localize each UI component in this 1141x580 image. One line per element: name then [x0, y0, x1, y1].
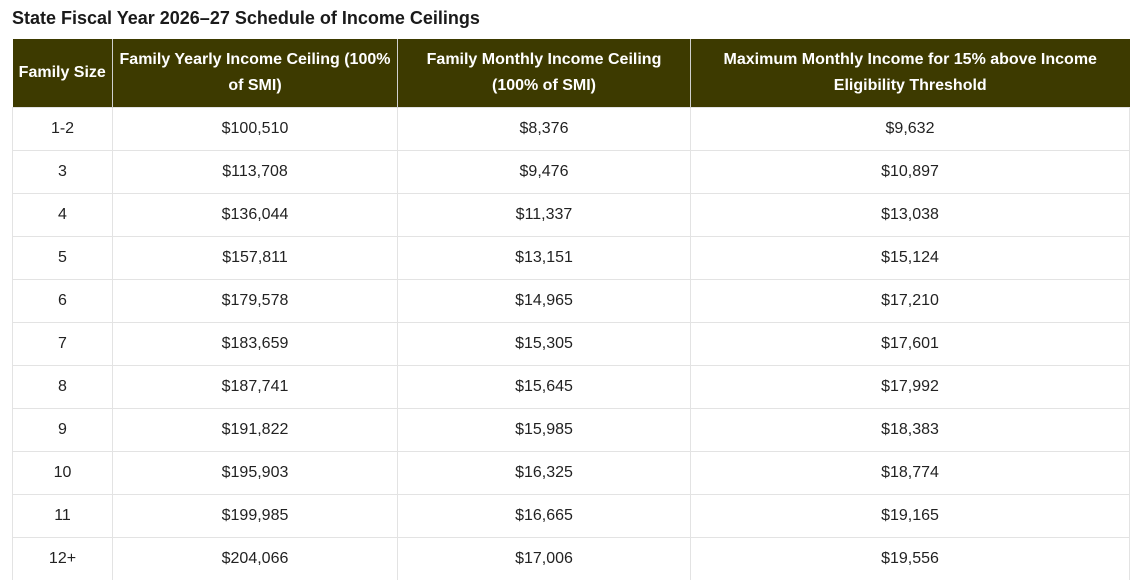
income-ceilings-table: Family Size Family Yearly Income Ceiling… — [12, 39, 1130, 580]
cell-max-monthly: $19,556 — [690, 536, 1130, 580]
cell-max-monthly: $9,632 — [690, 106, 1130, 151]
cell-monthly-ceiling: $17,006 — [397, 536, 691, 580]
cell-monthly-ceiling: $9,476 — [397, 149, 691, 194]
table-row: 11 $199,985 $16,665 $19,165 — [12, 493, 1130, 538]
cell-monthly-ceiling: $15,645 — [397, 364, 691, 409]
cell-yearly-ceiling: $136,044 — [112, 192, 398, 237]
cell-max-monthly: $13,038 — [690, 192, 1130, 237]
cell-max-monthly: $18,774 — [690, 450, 1130, 495]
cell-yearly-ceiling: $191,822 — [112, 407, 398, 452]
cell-family-size: 11 — [12, 493, 113, 538]
cell-monthly-ceiling: $14,965 — [397, 278, 691, 323]
cell-max-monthly: $17,601 — [690, 321, 1130, 366]
cell-max-monthly: $18,383 — [690, 407, 1130, 452]
cell-yearly-ceiling: $183,659 — [112, 321, 398, 366]
cell-yearly-ceiling: $204,066 — [112, 536, 398, 580]
cell-yearly-ceiling: $113,708 — [112, 149, 398, 194]
table-row: 8 $187,741 $15,645 $17,992 — [12, 364, 1130, 409]
table-row: 6 $179,578 $14,965 $17,210 — [12, 278, 1130, 323]
cell-monthly-ceiling: $8,376 — [397, 106, 691, 151]
cell-yearly-ceiling: $100,510 — [112, 106, 398, 151]
cell-family-size: 10 — [12, 450, 113, 495]
table-row: 4 $136,044 $11,337 $13,038 — [12, 192, 1130, 237]
table-row: 9 $191,822 $15,985 $18,383 — [12, 407, 1130, 452]
header-monthly-ceiling: Family Monthly Income Ceiling (100% of S… — [397, 39, 691, 107]
table-row: 10 $195,903 $16,325 $18,774 — [12, 450, 1130, 495]
cell-family-size: 6 — [12, 278, 113, 323]
cell-yearly-ceiling: $187,741 — [112, 364, 398, 409]
cell-max-monthly: $17,210 — [690, 278, 1130, 323]
cell-yearly-ceiling: $199,985 — [112, 493, 398, 538]
cell-monthly-ceiling: $15,305 — [397, 321, 691, 366]
cell-monthly-ceiling: $16,665 — [397, 493, 691, 538]
cell-family-size: 5 — [12, 235, 113, 280]
cell-family-size: 12+ — [12, 536, 113, 580]
cell-max-monthly: $15,124 — [690, 235, 1130, 280]
cell-family-size: 4 — [12, 192, 113, 237]
cell-yearly-ceiling: $157,811 — [112, 235, 398, 280]
cell-yearly-ceiling: $179,578 — [112, 278, 398, 323]
header-yearly-ceiling: Family Yearly Income Ceiling (100% of SM… — [112, 39, 398, 107]
cell-monthly-ceiling: $15,985 — [397, 407, 691, 452]
table-body: 1-2 $100,510 $8,376 $9,632 3 $113,708 $9,476 $1… — [12, 106, 1130, 580]
table-header: Family Size Family Yearly Income Ceiling… — [12, 39, 1130, 107]
page-title: State Fiscal Year 2026–27 Schedule of In… — [12, 8, 480, 28]
cell-family-size: 1-2 — [12, 106, 113, 151]
header-max-monthly-15pct: Maximum Monthly Income for 15% above Inc… — [690, 39, 1130, 107]
table-row: 1-2 $100,510 $8,376 $9,632 — [12, 106, 1130, 151]
table-row: 3 $113,708 $9,476 $10,897 — [12, 149, 1130, 194]
cell-monthly-ceiling: $13,151 — [397, 235, 691, 280]
cell-family-size: 9 — [12, 407, 113, 452]
cell-family-size: 8 — [12, 364, 113, 409]
cell-max-monthly: $10,897 — [690, 149, 1130, 194]
cell-yearly-ceiling: $195,903 — [112, 450, 398, 495]
cell-monthly-ceiling: $11,337 — [397, 192, 691, 237]
table-row: 12+ $204,066 $17,006 $19,556 — [12, 536, 1130, 580]
cell-family-size: 7 — [12, 321, 113, 366]
cell-max-monthly: $17,992 — [690, 364, 1130, 409]
table-row: 7 $183,659 $15,305 $17,601 — [12, 321, 1130, 366]
cell-family-size: 3 — [12, 149, 113, 194]
header-row: Family Size Family Yearly Income Ceiling… — [12, 39, 1130, 107]
cell-max-monthly: $19,165 — [690, 493, 1130, 538]
table-row: 5 $157,811 $13,151 $15,124 — [12, 235, 1130, 280]
cell-monthly-ceiling: $16,325 — [397, 450, 691, 495]
header-family-size: Family Size — [12, 39, 113, 107]
